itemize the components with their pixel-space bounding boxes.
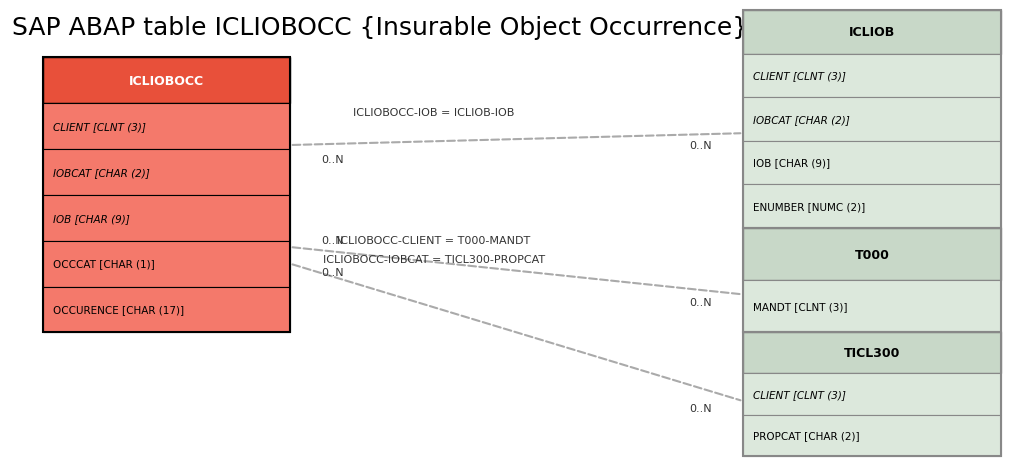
Bar (743, 228, 1001, 333)
Polygon shape (42, 196, 290, 241)
Text: IOB [CHAR (9)]: IOB [CHAR (9)] (753, 158, 831, 168)
Polygon shape (42, 287, 290, 333)
Polygon shape (743, 333, 1001, 374)
Text: MANDT [CLNT (3)]: MANDT [CLNT (3)] (753, 302, 848, 312)
Bar (743, 333, 1001, 456)
Text: IOBCAT [CHAR (2)]: IOBCAT [CHAR (2)] (53, 168, 150, 178)
Text: TICL300: TICL300 (844, 347, 900, 360)
Text: IOB [CHAR (9)]: IOB [CHAR (9)] (53, 213, 130, 223)
Text: PROPCAT [CHAR (2)]: PROPCAT [CHAR (2)] (753, 430, 860, 440)
Bar (743, 11, 1001, 228)
Text: CLIENT [CLNT (3)]: CLIENT [CLNT (3)] (53, 122, 146, 132)
Text: IOBCAT [CHAR (2)]: IOBCAT [CHAR (2)] (753, 115, 850, 125)
Text: T000: T000 (854, 248, 889, 261)
Text: CLIENT [CLNT (3)]: CLIENT [CLNT (3)] (753, 71, 846, 81)
Polygon shape (743, 185, 1001, 228)
Text: 0..N: 0..N (690, 403, 712, 413)
Bar (42, 58, 290, 333)
Polygon shape (42, 149, 290, 196)
Polygon shape (743, 415, 1001, 456)
Polygon shape (743, 98, 1001, 141)
Text: ENUMBER [NUMC (2)]: ENUMBER [NUMC (2)] (753, 202, 866, 212)
Polygon shape (42, 58, 290, 104)
Text: CLIENT [CLNT (3)]: CLIENT [CLNT (3)] (753, 389, 846, 399)
Text: OCCURENCE [CHAR (17)]: OCCURENCE [CHAR (17)] (53, 305, 184, 315)
Text: 0..N: 0..N (321, 155, 343, 165)
Text: 0..N: 0..N (690, 297, 712, 307)
Text: 0..N: 0..N (690, 141, 712, 151)
Text: 0..N: 0..N (321, 235, 343, 245)
Polygon shape (743, 11, 1001, 54)
Polygon shape (42, 241, 290, 287)
Polygon shape (743, 374, 1001, 415)
Text: ICLIOB: ICLIOB (849, 26, 895, 39)
Text: 0..N: 0..N (321, 267, 343, 277)
Text: ICLIOBOCC-CLIENT = T000-MANDT: ICLIOBOCC-CLIENT = T000-MANDT (338, 235, 531, 245)
Polygon shape (743, 280, 1001, 333)
Polygon shape (743, 141, 1001, 185)
Text: SAP ABAP table ICLIOBOCC {Insurable Object Occurrence}: SAP ABAP table ICLIOBOCC {Insurable Obje… (11, 16, 748, 40)
Polygon shape (743, 228, 1001, 280)
Polygon shape (42, 104, 290, 149)
Text: ICLIOBOCC-IOB = ICLIOB-IOB: ICLIOBOCC-IOB = ICLIOB-IOB (353, 108, 514, 117)
Text: ICLIOBOCC-IOBCAT = TICL300-PROPCAT: ICLIOBOCC-IOBCAT = TICL300-PROPCAT (323, 254, 545, 264)
Text: ICLIOBOCC: ICLIOBOCC (129, 75, 204, 88)
Text: OCCCAT [CHAR (1)]: OCCCAT [CHAR (1)] (53, 259, 155, 269)
Polygon shape (743, 54, 1001, 98)
